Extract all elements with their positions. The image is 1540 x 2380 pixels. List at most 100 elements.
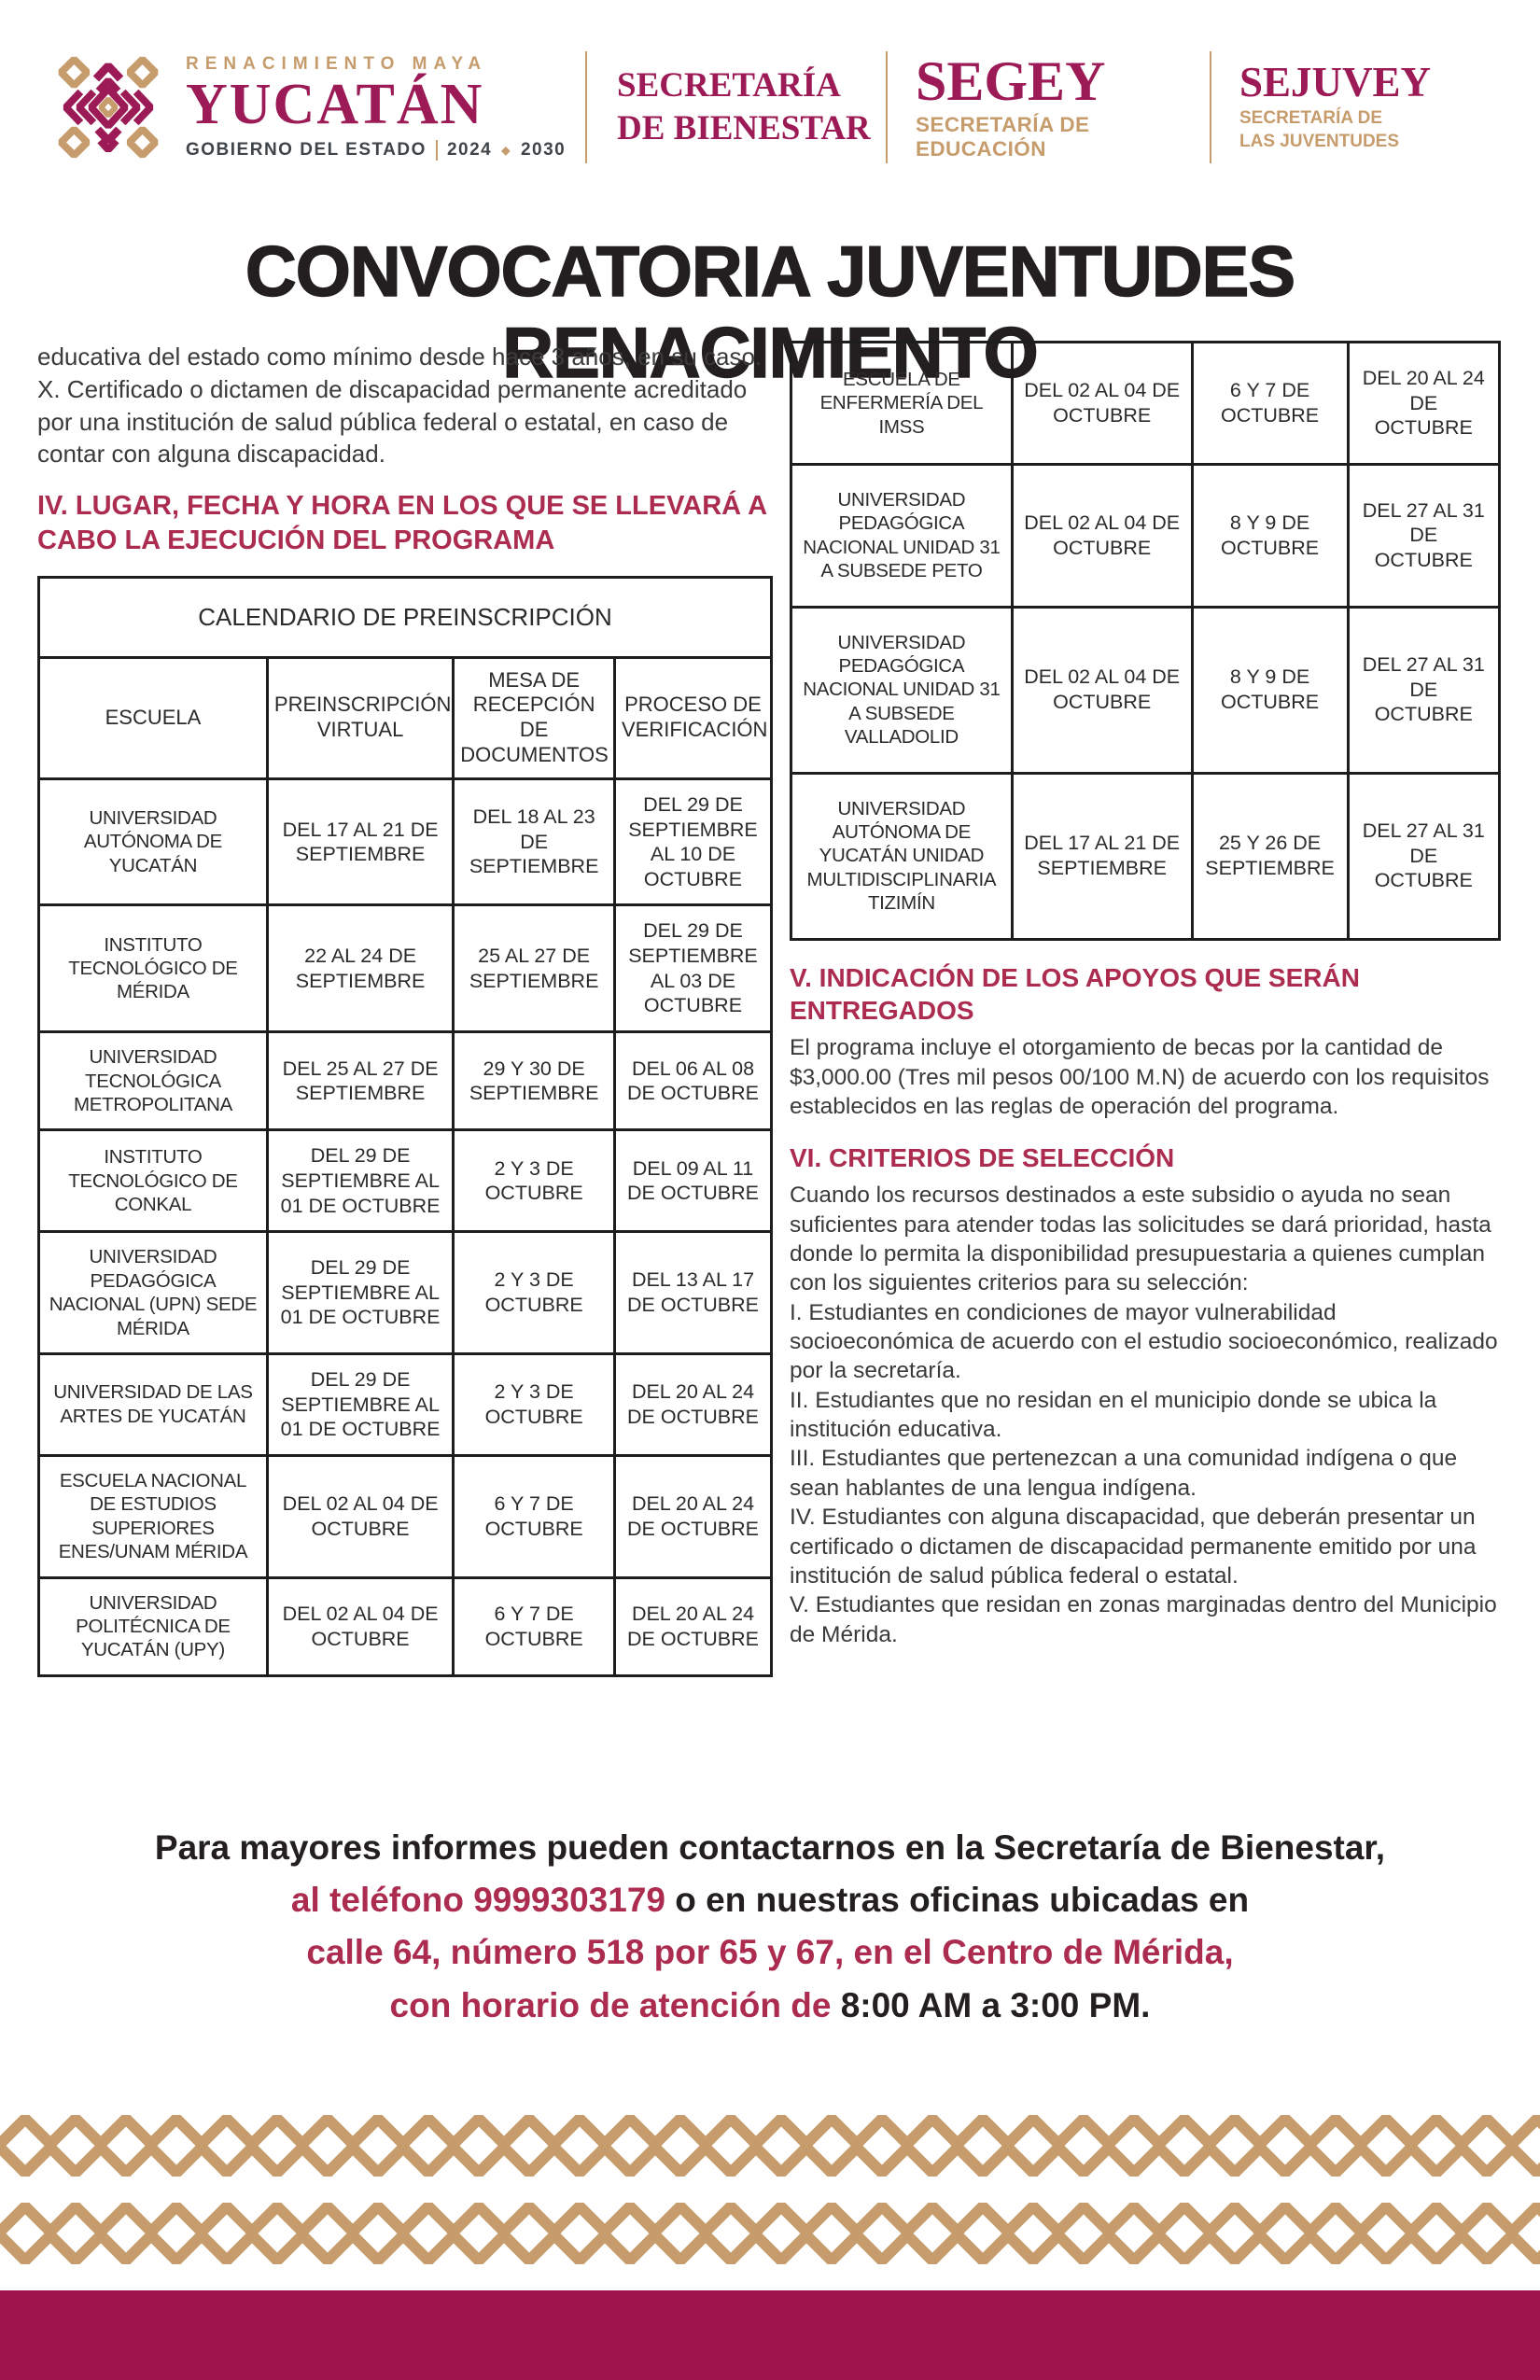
section5-body: El programa incluye el otorgamiento de b… <box>790 1033 1501 1121</box>
table-cell: UNIVERSIDAD POLITÉCNICA DE YUCATÁN (UPY) <box>37 1575 269 1677</box>
contact-block: Para mayores informes pueden contactarno… <box>0 1822 1540 2032</box>
calendar-table-left: CALENDARIO DE PREINSCRIPCIÓN ESCUELA PRE… <box>37 575 774 1677</box>
table-cell: DEL 29 DE SEPTIEMBRE AL 03 DE OCTUBRE <box>612 903 774 1034</box>
contact-hours: 8:00 AM a 3:00 PM. <box>840 1985 1151 2024</box>
left-column: educativa del estado como mínimo desde h… <box>37 341 774 1677</box>
table-cell: DEL 17 AL 21 DE SEPTIEMBRE <box>1010 771 1194 941</box>
col-header-proceso: PROCESO DE VERIFICACIÓN <box>612 655 774 780</box>
table-cell: DEL 29 DE SEPTIEMBRE AL 01 DE OCTUBRE <box>265 1128 455 1234</box>
table-row: UNIVERSIDAD AUTÓNOMA DE YUCATÁN UNIDAD M… <box>790 771 1502 941</box>
chain-pattern-icon <box>0 2203 1540 2264</box>
calendar-body-right: ESCUELA DE ENFERMERÍA DEL IMSS DEL 02 AL … <box>790 341 1502 941</box>
contact-line-2-rest: o en nuestras oficinas ubicadas en <box>665 1881 1250 1920</box>
table-row: ESCUELA NACIONAL DE ESTUDIOS SUPERIORES … <box>37 1453 774 1579</box>
section4-heading: IV. LUGAR, FECHA Y HORA EN LOS QUE SE LL… <box>37 491 766 556</box>
intro-line-2: X. Certificado o dictamen de discapacida… <box>37 374 748 469</box>
header-separator <box>886 51 888 163</box>
table-cell: INSTITUTO TECNOLÓGICO DE CONKAL <box>37 1128 269 1234</box>
table-cell: DEL 18 AL 23 DE SEPTIEMBRE <box>452 777 616 907</box>
sejuvey-logo: SEJUVEY SECRETARÍA DE LAS JUVENTUDES <box>1211 58 1507 153</box>
table-cell: 29 Y 30 DE SEPTIEMBRE <box>452 1030 616 1132</box>
diamond-dot-icon: ◆ <box>501 143 511 157</box>
table-cell: UNIVERSIDAD PEDAGÓGICA NACIONAL UNIDAD 3… <box>790 605 1014 775</box>
table-cell: 25 AL 27 DE SEPTIEMBRE <box>452 903 616 1034</box>
divider <box>435 139 438 161</box>
renacimiento-maya-tagline: RENACIMIENTO MAYA <box>186 54 488 75</box>
col-header-escuela: ESCUELA <box>37 655 269 780</box>
criterion-2: II. Estudiantes que no residan en el mun… <box>790 1387 1437 1443</box>
table-cell: 6 Y 7 DE OCTUBRE <box>1190 341 1350 466</box>
table-cell: UNIVERSIDAD PEDAGÓGICA NACIONAL (UPN) SE… <box>37 1230 269 1355</box>
chain-pattern-icon <box>0 2115 1540 2177</box>
table-cell: 8 Y 9 DE OCTUBRE <box>1190 462 1350 609</box>
table-cell: DEL 25 AL 27 DE SEPTIEMBRE <box>265 1030 455 1132</box>
table-cell: UNIVERSIDAD AUTÓNOMA DE YUCATÁN <box>37 777 269 907</box>
table-cell: 6 Y 7 DE OCTUBRE <box>452 1453 616 1579</box>
table-cell: DEL 29 DE SEPTIEMBRE AL 10 DE OCTUBRE <box>612 777 774 907</box>
gobierno-subtitle: GOBIERNO DEL ESTADO 2024 ◆ 2030 <box>186 139 567 161</box>
table-row: UNIVERSIDAD TECNOLÓGICA METROPOLITANA DEL… <box>37 1030 774 1132</box>
sejuvey-subtitle: SECRETARÍA DE LAS JUVENTUDES <box>1239 107 1507 153</box>
table-cell: DEL 02 AL 04 DE OCTUBRE <box>265 1575 455 1677</box>
table-cell: ESCUELA DE ENFERMERÍA DEL IMSS <box>790 341 1014 466</box>
section6-heading: VI. CRITERIOS DE SELECCIÓN <box>790 1143 1175 1173</box>
table-cell: DEL 20 AL 24 DE OCTUBRE <box>612 1453 774 1579</box>
secretaria-bienestar-logo: SECRETARÍA DE BIENESTAR <box>587 64 886 151</box>
table-cell: UNIVERSIDAD PEDAGÓGICA NACIONAL UNIDAD 3… <box>790 462 1014 609</box>
table-cell: DEL 17 AL 21 DE SEPTIEMBRE <box>265 777 455 907</box>
contact-address: calle 64, número 518 por 65 y 67, en el … <box>306 1933 1234 1972</box>
table-cell: DEL 27 AL 31 DE OCTUBRE <box>1346 605 1502 775</box>
table-cell: DEL 27 AL 31 DE OCTUBRE <box>1346 771 1502 941</box>
col-header-preinscripcion: PREINSCRIPCIÓN VIRTUAL <box>265 655 455 780</box>
contact-line-1: Para mayores informes pueden contactarno… <box>154 1828 1386 1867</box>
table-cell: 22 AL 24 DE SEPTIEMBRE <box>265 903 455 1034</box>
table-row: UNIVERSIDAD PEDAGÓGICA NACIONAL (UPN) SE… <box>37 1230 774 1355</box>
table-cell: 6 Y 7 DE OCTUBRE <box>452 1575 616 1677</box>
period-start: 2024 <box>446 139 493 160</box>
sejuvey-wordmark: SEJUVEY <box>1239 58 1432 105</box>
calendar-header-row: ESCUELA PREINSCRIPCIÓN VIRTUAL MESA DE R… <box>37 655 774 780</box>
calendar-title-row: CALENDARIO DE PREINSCRIPCIÓN <box>37 575 773 659</box>
segey-subtitle: SECRETARÍA DE EDUCACIÓN <box>916 113 1090 161</box>
table-cell: 8 Y 9 DE OCTUBRE <box>1190 605 1350 775</box>
segey-wordmark: SEGEY <box>916 50 1106 112</box>
contact-hours-label: con horario de atención de <box>389 1985 841 2024</box>
bienestar-line2: DE BIENESTAR <box>617 109 871 147</box>
header: RENACIMIENTO MAYA YUCATÁN GOBIERNO DEL E… <box>51 28 1507 187</box>
yucatan-logo: RENACIMIENTO MAYA YUCATÁN GOBIERNO DEL E… <box>51 49 585 165</box>
table-cell: DEL 13 AL 17 DE OCTUBRE <box>612 1230 774 1355</box>
table-cell: DEL 29 DE SEPTIEMBRE AL 01 DE OCTUBRE <box>265 1351 455 1457</box>
intro-paragraphs: educativa del estado como mínimo desde h… <box>37 341 773 470</box>
sejuvey-subtitle-line1: SECRETARÍA DE <box>1239 107 1383 128</box>
table-cell: DEL 09 AL 11 DE OCTUBRE <box>612 1128 774 1234</box>
maya-glyph-icon <box>58 56 159 159</box>
criterion-1: I. Estudiantes en condiciones de mayor v… <box>790 1299 1498 1384</box>
header-separator <box>585 51 587 163</box>
table-row: ESCUELA DE ENFERMERÍA DEL IMSS DEL 02 AL … <box>790 341 1502 466</box>
table-cell: 2 Y 3 DE OCTUBRE <box>452 1128 616 1234</box>
table-cell: DEL 02 AL 04 DE OCTUBRE <box>1010 605 1194 775</box>
gobierno-label: GOBIERNO DEL ESTADO <box>186 139 427 160</box>
table-row: INSTITUTO TECNOLÓGICO DE MÉRIDA 22 AL 24 … <box>37 903 774 1034</box>
table-cell: 2 Y 3 DE OCTUBRE <box>452 1230 616 1355</box>
header-separator <box>1210 51 1211 163</box>
page-title: CONVOCATORIA JUVENTUDES RENACIMIENTO <box>245 231 1296 394</box>
yucatan-logo-text: RENACIMIENTO MAYA YUCATÁN GOBIERNO DEL E… <box>186 54 567 161</box>
table-cell: 2 Y 3 DE OCTUBRE <box>452 1351 616 1457</box>
table-cell: DEL 02 AL 04 DE OCTUBRE <box>1010 341 1194 466</box>
table-cell: UNIVERSIDAD AUTÓNOMA DE YUCATÁN UNIDAD M… <box>790 771 1014 941</box>
section6-intro: Cuando los recursos destinados a este su… <box>790 1183 1491 1296</box>
table-cell: DEL 27 AL 31 DE OCTUBRE <box>1346 462 1502 609</box>
table-cell: UNIVERSIDAD TECNOLÓGICA METROPOLITANA <box>37 1030 269 1132</box>
table-row: UNIVERSIDAD AUTÓNOMA DE YUCATÁN DEL 17 AL… <box>37 777 774 907</box>
table-cell: DEL 02 AL 04 DE OCTUBRE <box>265 1453 455 1579</box>
calendar-title: CALENDARIO DE PREINSCRIPCIÓN <box>37 575 773 659</box>
content-columns: educativa del estado como mínimo desde h… <box>37 341 1502 1677</box>
sejuvey-subtitle-line2: LAS JUVENTUDES <box>1239 131 1400 151</box>
table-row: UNIVERSIDAD DE LAS ARTES DE YUCATÁN DEL 2… <box>37 1351 774 1457</box>
table-cell: DEL 20 AL 24 DE OCTUBRE <box>612 1575 774 1677</box>
table-row: UNIVERSIDAD PEDAGÓGICA NACIONAL UNIDAD 3… <box>790 462 1502 609</box>
table-cell: DEL 20 AL 24 DE OCTUBRE <box>1346 341 1502 466</box>
period-end: 2030 <box>520 139 567 160</box>
